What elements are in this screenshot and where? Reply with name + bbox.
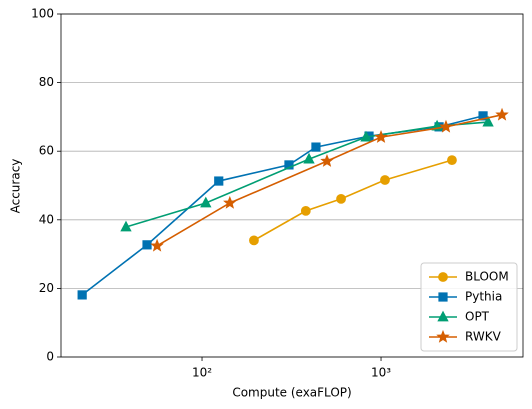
y-tick-label: 20 xyxy=(39,281,54,295)
marker xyxy=(380,175,390,185)
marker xyxy=(439,119,453,133)
y-tick-label: 80 xyxy=(39,75,54,89)
x-tick-label: 10² xyxy=(192,366,212,380)
y-tick-label: 0 xyxy=(46,350,54,364)
legend-label: OPT xyxy=(465,310,490,324)
marker xyxy=(120,220,132,232)
y-tick-label: 60 xyxy=(39,144,54,158)
series-line xyxy=(156,114,503,247)
marker xyxy=(447,155,457,166)
x-tick-label: 10³ xyxy=(371,366,391,380)
x-axis-label: Compute (exaFLOP) xyxy=(232,386,351,400)
legend-label: Pythia xyxy=(465,290,502,304)
y-tick-label: 100 xyxy=(31,7,54,21)
marker xyxy=(77,290,87,300)
marker xyxy=(336,193,346,204)
legend-marker xyxy=(436,329,450,343)
marker xyxy=(200,196,212,208)
legend-marker xyxy=(437,310,449,322)
marker xyxy=(374,130,388,143)
marker xyxy=(284,160,294,170)
plot-frame xyxy=(60,13,524,358)
y-tick-label: 40 xyxy=(39,212,54,226)
legend-label: RWKV xyxy=(465,330,502,344)
marker xyxy=(478,111,488,121)
legend-box xyxy=(420,262,518,352)
marker xyxy=(495,107,509,121)
marker xyxy=(311,142,321,152)
series-line xyxy=(253,159,453,242)
marker xyxy=(360,130,372,142)
marker xyxy=(303,152,315,164)
marker xyxy=(150,238,164,252)
marker xyxy=(249,235,259,246)
legend-label: BLOOM xyxy=(465,270,509,284)
marker xyxy=(320,154,334,167)
marker xyxy=(300,205,311,216)
marker xyxy=(214,176,224,186)
marker xyxy=(482,115,494,127)
marker xyxy=(223,195,237,209)
y-axis-label: Accuracy xyxy=(9,159,23,214)
marker xyxy=(142,240,152,250)
legend-marker xyxy=(438,292,448,302)
legend-marker xyxy=(438,272,448,282)
